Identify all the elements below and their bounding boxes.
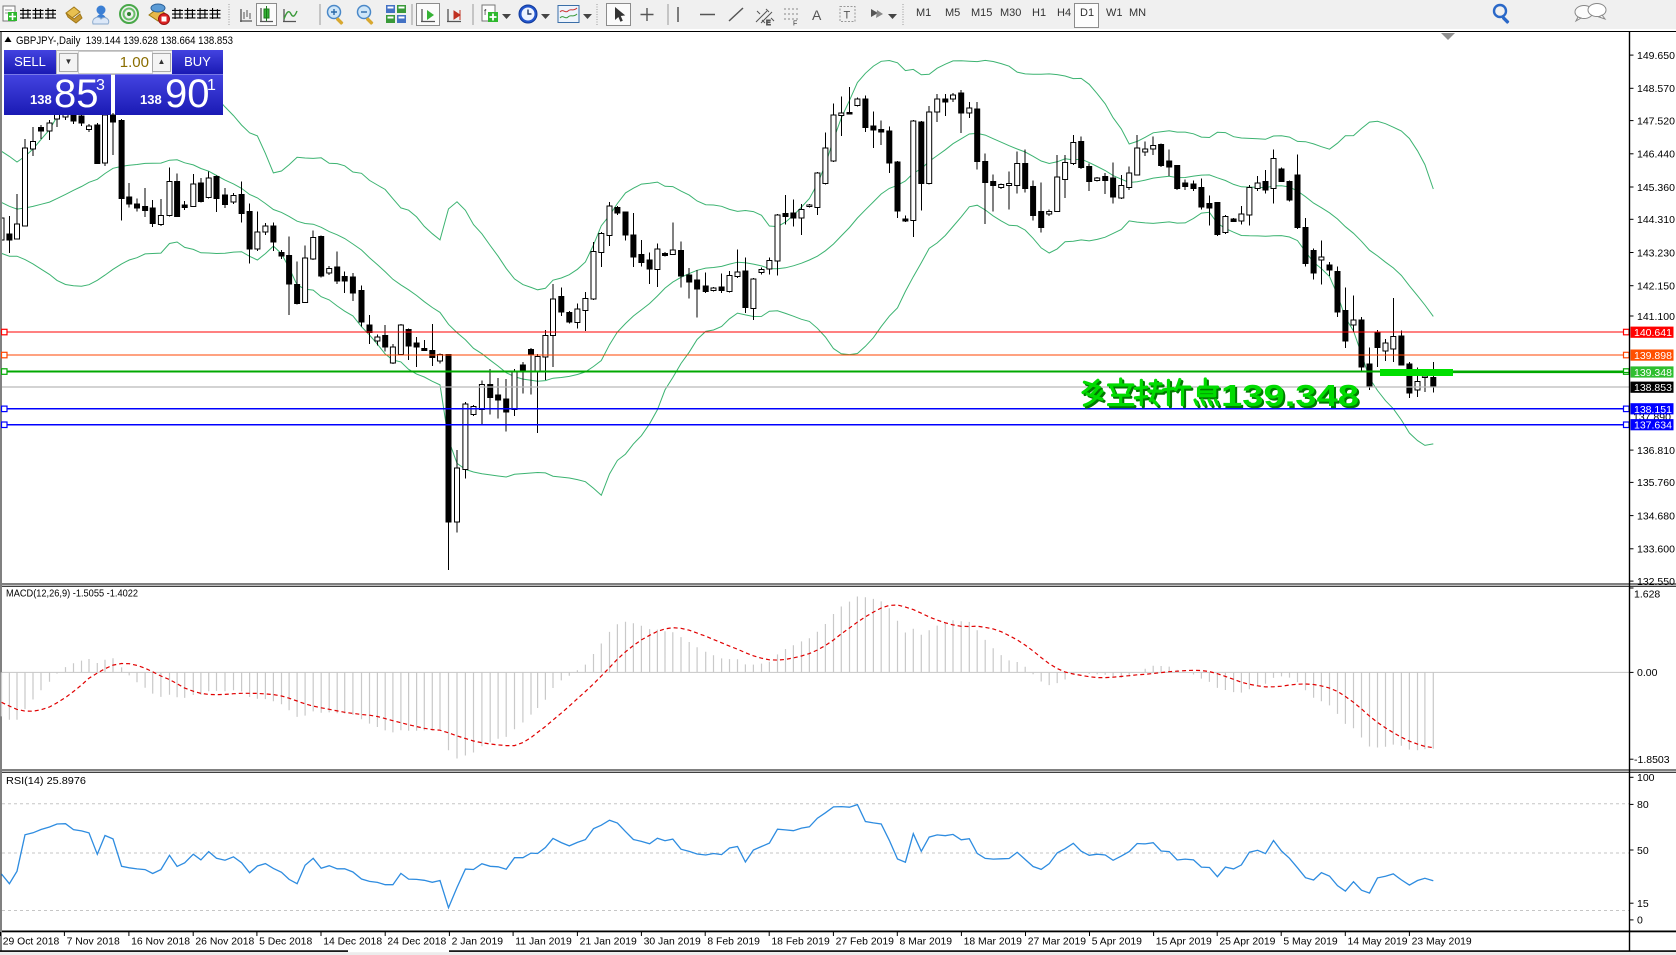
svg-text:132.550: 132.550 <box>1637 576 1675 588</box>
svg-text:139.898: 139.898 <box>1634 350 1672 362</box>
svg-text:29 Oct 2018: 29 Oct 2018 <box>3 936 60 947</box>
svg-text:MACD(12,26,9) -1.5055 -1.4022: MACD(12,26,9) -1.5055 -1.4022 <box>6 588 138 600</box>
svg-text:0: 0 <box>1637 915 1643 927</box>
svg-text:100: 100 <box>1637 772 1655 784</box>
svg-text:8 Feb 2019: 8 Feb 2019 <box>707 936 760 947</box>
svg-text:15 Apr 2019: 15 Apr 2019 <box>1156 936 1212 947</box>
svg-text:GBPJPY-,Daily 139.144 139.628: GBPJPY-,Daily 139.144 139.628 138.664 13… <box>16 35 233 47</box>
svg-text:27 Feb 2019: 27 Feb 2019 <box>836 936 895 947</box>
svg-text:A: A <box>812 7 822 23</box>
svg-text:11 Jan 2019: 11 Jan 2019 <box>515 936 572 947</box>
svg-text:7 Nov 2018: 7 Nov 2018 <box>67 936 120 947</box>
svg-text:21 Jan 2019: 21 Jan 2019 <box>580 936 637 947</box>
svg-text:148.570: 148.570 <box>1637 83 1675 95</box>
svg-text:136.810: 136.810 <box>1637 445 1675 457</box>
svg-text:f: f <box>484 8 487 17</box>
svg-text:137.634: 137.634 <box>1634 420 1672 432</box>
svg-text:18 Mar 2019: 18 Mar 2019 <box>964 936 1023 947</box>
svg-text:142.150: 142.150 <box>1637 281 1675 293</box>
svg-text:141.100: 141.100 <box>1637 311 1675 323</box>
svg-text:133.600: 133.600 <box>1637 544 1675 556</box>
svg-text:145.360: 145.360 <box>1637 182 1675 194</box>
svg-text:147.520: 147.520 <box>1637 115 1675 127</box>
svg-text:138.151: 138.151 <box>1634 404 1672 416</box>
svg-text:134.680: 134.680 <box>1637 510 1675 522</box>
svg-text:144.310: 144.310 <box>1637 214 1675 226</box>
svg-text:24 Dec 2018: 24 Dec 2018 <box>387 936 446 947</box>
svg-text:2 Jan 2019: 2 Jan 2019 <box>452 936 504 947</box>
svg-text:139.348: 139.348 <box>1221 378 1359 413</box>
svg-text:8 Mar 2019: 8 Mar 2019 <box>900 936 953 947</box>
svg-text:25 Apr 2019: 25 Apr 2019 <box>1219 936 1275 947</box>
svg-text:143.230: 143.230 <box>1637 247 1675 259</box>
svg-text:149.650: 149.650 <box>1637 50 1675 62</box>
svg-text:146.440: 146.440 <box>1637 149 1675 161</box>
svg-text:23 May 2019: 23 May 2019 <box>1412 936 1472 947</box>
svg-text:14 Dec 2018: 14 Dec 2018 <box>323 936 382 947</box>
svg-text:0.00: 0.00 <box>1637 667 1658 679</box>
svg-text:80: 80 <box>1637 799 1649 811</box>
svg-text:-1.8503: -1.8503 <box>1634 754 1670 766</box>
svg-text:138.853: 138.853 <box>1634 382 1672 394</box>
svg-text:5 Apr 2019: 5 Apr 2019 <box>1092 936 1142 947</box>
svg-text:50: 50 <box>1637 845 1649 857</box>
svg-text:E: E <box>766 20 771 27</box>
svg-text:139.348: 139.348 <box>1223 380 1361 415</box>
svg-text:16 Nov 2018: 16 Nov 2018 <box>131 936 190 947</box>
svg-text:T: T <box>844 10 851 22</box>
svg-text:27 Mar 2019: 27 Mar 2019 <box>1028 936 1087 947</box>
svg-text:14 May 2019: 14 May 2019 <box>1348 936 1408 947</box>
svg-text:5 Dec 2018: 5 Dec 2018 <box>259 936 312 947</box>
svg-text:18 Feb 2019: 18 Feb 2019 <box>771 936 830 947</box>
svg-text:135.760: 135.760 <box>1637 477 1675 489</box>
svg-text:26 Nov 2018: 26 Nov 2018 <box>195 936 254 947</box>
svg-text:30 Jan 2019: 30 Jan 2019 <box>644 936 701 947</box>
svg-text:RSI(14) 25.8976: RSI(14) 25.8976 <box>6 775 86 787</box>
svg-text:F: F <box>793 21 797 28</box>
svg-text:15: 15 <box>1637 898 1649 910</box>
svg-text:1.628: 1.628 <box>1634 589 1660 601</box>
svg-text:140.641: 140.641 <box>1634 327 1672 339</box>
svg-text:5 May 2019: 5 May 2019 <box>1283 936 1338 947</box>
svg-text:139.348: 139.348 <box>1634 367 1672 379</box>
